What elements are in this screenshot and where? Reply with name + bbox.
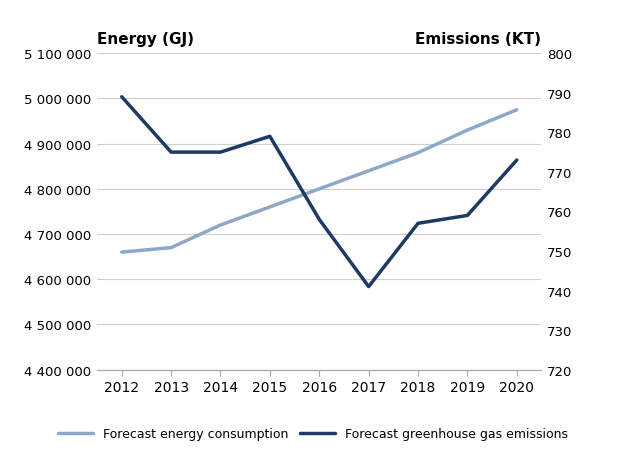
Forecast greenhouse gas emissions — [266, 134, 274, 140]
Line: Forecast greenhouse gas emissions: Forecast greenhouse gas emissions — [121, 97, 517, 287]
Line: Forecast energy consumption: Forecast energy consumption — [121, 110, 517, 253]
Forecast greenhouse gas emissions — [365, 284, 372, 290]
Forecast energy consumption — [266, 205, 274, 210]
Forecast energy consumption — [316, 187, 323, 192]
Forecast energy consumption — [414, 151, 422, 156]
Forecast energy consumption — [365, 169, 372, 174]
Forecast energy consumption — [513, 108, 521, 113]
Forecast greenhouse gas emissions — [118, 95, 125, 100]
Forecast greenhouse gas emissions — [167, 150, 175, 156]
Forecast greenhouse gas emissions — [316, 217, 323, 222]
Forecast greenhouse gas emissions — [414, 221, 422, 226]
Text: Energy (GJ): Energy (GJ) — [97, 32, 194, 47]
Forecast energy consumption — [217, 223, 224, 228]
Forecast energy consumption — [167, 245, 175, 251]
Forecast greenhouse gas emissions — [217, 150, 224, 156]
Text: Emissions (KT): Emissions (KT) — [416, 32, 541, 47]
Forecast greenhouse gas emissions — [513, 158, 521, 163]
Legend: Forecast energy consumption, Forecast greenhouse gas emissions: Forecast energy consumption, Forecast gr… — [58, 427, 568, 440]
Forecast energy consumption — [118, 250, 125, 255]
Forecast greenhouse gas emissions — [464, 213, 471, 219]
Forecast energy consumption — [464, 128, 471, 133]
